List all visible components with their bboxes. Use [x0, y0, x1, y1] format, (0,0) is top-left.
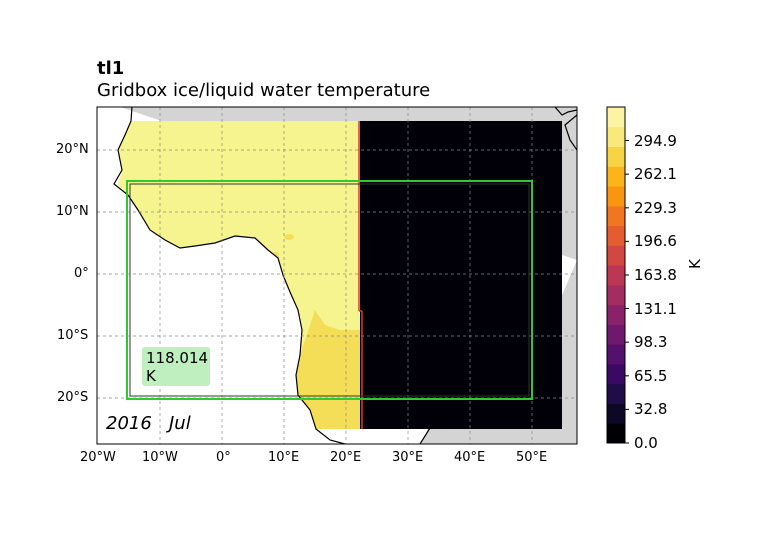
selection-box-inner — [129, 183, 530, 397]
colorbar-segment — [607, 126, 625, 148]
colorbar-segment — [607, 403, 625, 424]
colorbar-tick-label: 65.5 — [634, 366, 668, 385]
colorbar-segment — [607, 205, 625, 227]
colorbar-segment — [607, 225, 625, 246]
colorbar-segment — [607, 186, 625, 207]
value-readout-value: 118.014 — [146, 349, 209, 367]
map-frame — [96, 106, 578, 445]
colorbar-tick-label: 131.1 — [634, 299, 677, 318]
colorbar-segment — [607, 245, 625, 266]
selection-box-outer[interactable] — [126, 180, 533, 400]
colorbar-unit: K — [686, 259, 704, 269]
lat-label: 20°N — [56, 142, 89, 157]
value-readout-unit: K — [146, 367, 156, 385]
cold-region — [360, 121, 562, 429]
lon-label: 30°E — [392, 450, 424, 465]
lon-label: 10°E — [268, 450, 300, 465]
lat-label: 10°S — [57, 328, 89, 343]
colorbar-tick-label: 32.8 — [634, 400, 668, 419]
colorbar-tick-label: 294.9 — [634, 131, 677, 150]
colorbar-segment — [607, 166, 625, 187]
gridlines — [97, 107, 577, 444]
colorbar-tick-label: 229.3 — [634, 198, 677, 217]
colorbar-tick-label: 262.1 — [634, 165, 677, 184]
lon-label: 20°E — [330, 450, 362, 465]
date-label: 2016 Jul — [106, 413, 191, 434]
colorbar-tick-label: 98.3 — [634, 333, 668, 352]
lat-label: 20°S — [57, 390, 89, 405]
colorbar-segment — [607, 363, 625, 385]
colorbar-segment — [607, 383, 625, 404]
colorbar-segment — [607, 146, 625, 167]
colorbar — [607, 107, 625, 444]
map-subtitle: Gridbox ice/liquid water temperature — [97, 80, 431, 101]
map-area — [97, 107, 577, 444]
colorbar-segment — [607, 423, 625, 444]
colorbar-segment — [607, 107, 625, 128]
colorbar-tick-label: 163.8 — [634, 266, 677, 284]
colorbar-segment — [607, 284, 625, 306]
colorbar-tick-label: 0.0 — [634, 434, 658, 452]
lat-label: 10°N — [56, 204, 89, 219]
colorbar-ticks — [625, 140, 629, 444]
colorbar-segment — [607, 304, 625, 325]
coastline — [113, 107, 346, 444]
colorbar-segment — [607, 265, 625, 286]
lon-label: 50°E — [516, 450, 548, 465]
coastline-east — [419, 107, 577, 444]
lon-label: 20°W — [80, 450, 116, 465]
lon-label: 40°E — [454, 450, 486, 465]
lon-label: 0° — [216, 450, 231, 465]
lon-label: 10°W — [142, 450, 178, 465]
value-readout: 118.014 K — [142, 347, 210, 386]
warm-speck — [284, 234, 294, 240]
colorbar-segment — [607, 324, 625, 345]
map-title: tl1 — [97, 58, 125, 79]
colorbar-tick-label: 196.6 — [634, 232, 677, 251]
colorbar-segment — [607, 344, 625, 365]
lat-label: 0° — [74, 266, 89, 281]
